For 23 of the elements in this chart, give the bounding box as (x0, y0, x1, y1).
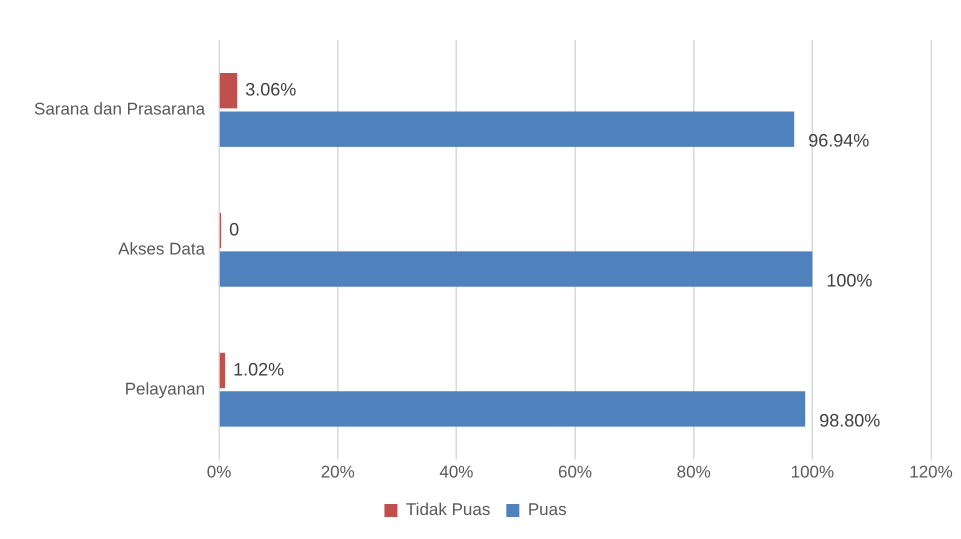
x-tick-label: 80% (676, 462, 711, 482)
x-tick-label: 20% (320, 462, 355, 482)
data-label: 1.02% (233, 359, 284, 380)
legend-label: Tidak Puas (406, 500, 490, 520)
y-tick-label: Akses Data (118, 239, 206, 258)
bar (220, 251, 812, 287)
data-label: 0 (229, 220, 240, 240)
bar (220, 352, 226, 388)
x-tick-label: 100% (790, 462, 834, 482)
x-tick-label: 60% (558, 462, 592, 482)
data-label: 3.06% (245, 80, 296, 100)
x-tick-label: 120% (909, 462, 953, 482)
data-label: 96.94% (808, 130, 870, 151)
legend-label: Puas (528, 500, 567, 520)
y-tick-label: Pelayanan (124, 379, 206, 398)
y-tick-label: Sarana dan Prasarana (34, 100, 206, 119)
bar (220, 73, 238, 108)
x-tick-label: 0% (206, 462, 232, 482)
bar (220, 111, 794, 147)
x-tick-label: 40% (439, 462, 474, 482)
bar (220, 391, 806, 427)
data-label: 98.80% (819, 410, 880, 430)
data-label: 100% (826, 270, 872, 290)
